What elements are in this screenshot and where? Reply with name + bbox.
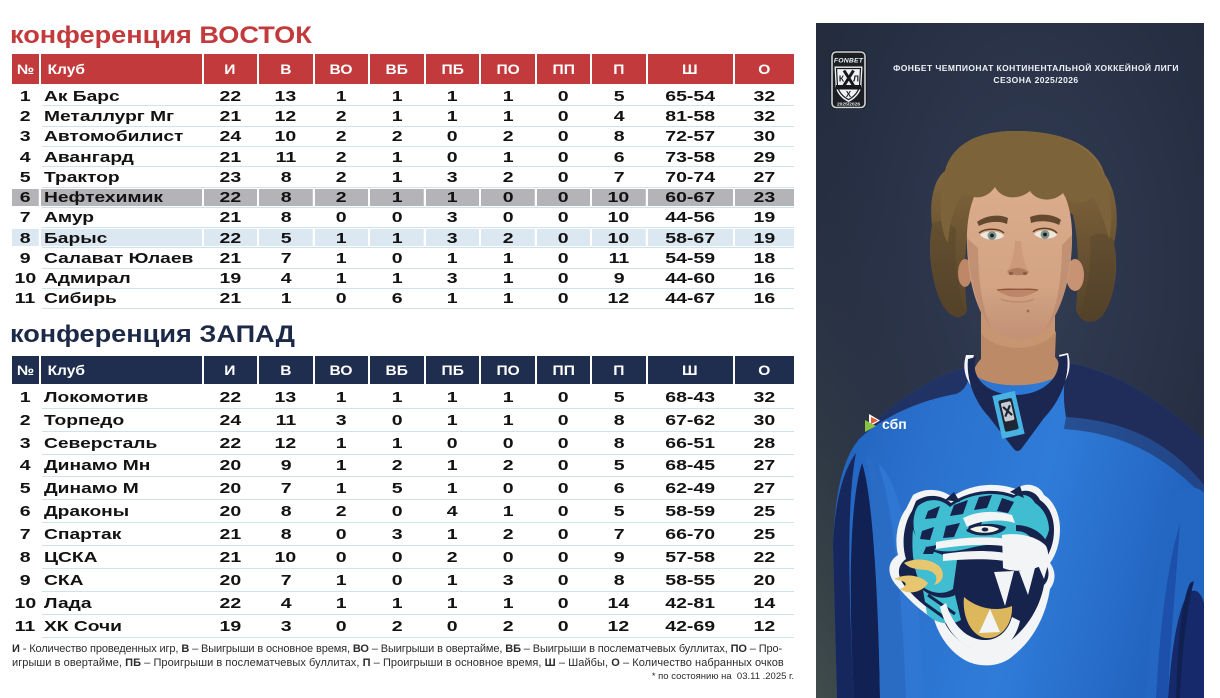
svg-text:сбп: сбп [882, 416, 907, 432]
svg-text:Л: Л [853, 74, 859, 84]
svg-text:СЕЗОНА 2025/2026: СЕЗОНА 2025/2026 [993, 75, 1078, 85]
svg-text:2025/2026: 2025/2026 [837, 101, 860, 107]
svg-text:ФОНБЕТ ЧЕМПИОНАТ КОНТИНЕНТАЛЬН: ФОНБЕТ ЧЕМПИОНАТ КОНТИНЕНТАЛЬНОЙ ХОККЕЙН… [893, 62, 1179, 73]
svg-text:Х: Х [846, 90, 852, 99]
svg-text:FONBET: FONBET [834, 58, 864, 65]
svg-text:К: К [839, 74, 845, 84]
